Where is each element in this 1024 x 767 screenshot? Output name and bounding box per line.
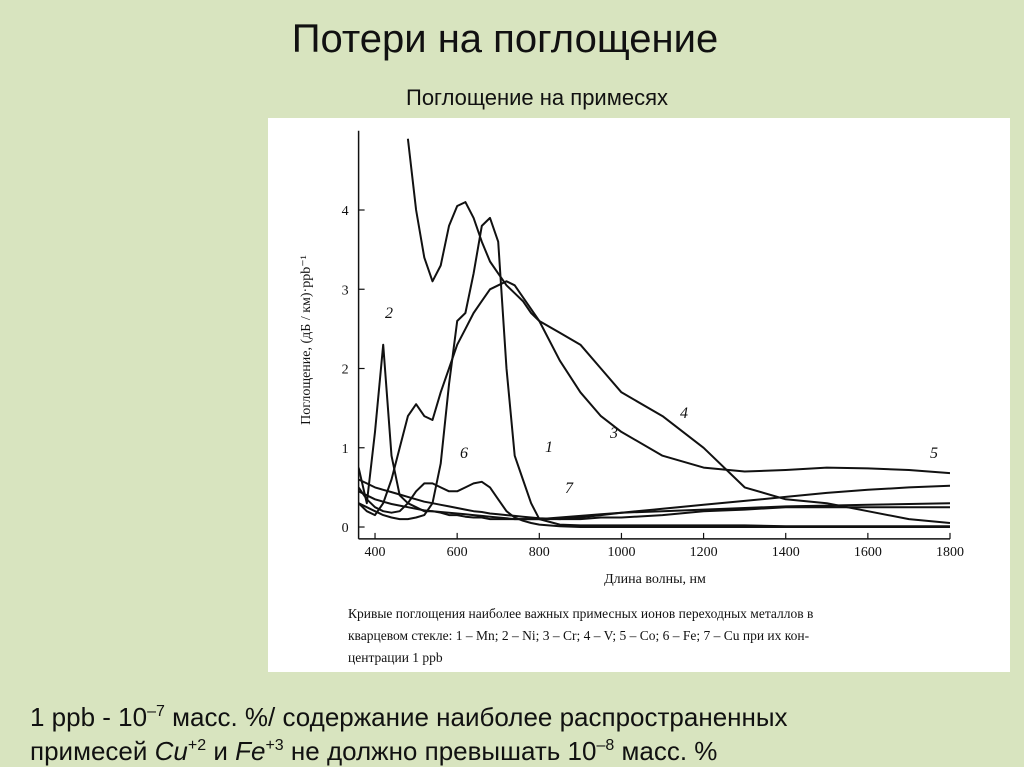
curve-label: 2 — [385, 305, 393, 322]
note-text: не должно превышать 10 — [284, 736, 597, 766]
y-axis-label: Поглощение, (дБ / км)·ppb⁻¹ — [299, 255, 314, 425]
curve-label: 3 — [609, 425, 618, 442]
x-tick-label: 1600 — [854, 545, 882, 560]
slide-title: Потери на поглощение — [292, 17, 718, 61]
curve-label: 6 — [460, 445, 468, 462]
y-tick-label: 2 — [342, 363, 349, 378]
x-axis-label: Длина волны, нм — [604, 572, 706, 587]
caption-line: центрации 1 ppb — [348, 650, 443, 665]
caption-line: кварцевом стекле: 1 – Mn; 2 – Ni; 3 – Cr… — [348, 628, 810, 643]
series-line — [358, 343, 950, 521]
x-tick-label: 1200 — [690, 545, 718, 560]
x-tick-label: 800 — [529, 545, 550, 560]
note-superscript: +2 — [188, 737, 206, 754]
x-tick-label: 600 — [447, 545, 468, 560]
note-line: примесей Cu+2 и Fe+3 не должно превышать… — [30, 736, 717, 766]
x-tick-label: 1000 — [607, 545, 635, 560]
note-text: примесей — [30, 736, 155, 766]
x-tick-label: 400 — [365, 545, 386, 560]
curve-label: 5 — [930, 445, 938, 462]
series-line — [358, 280, 951, 517]
note-superscript: –8 — [596, 737, 614, 754]
series-line — [358, 478, 951, 521]
y-tick-label: 4 — [342, 204, 349, 219]
caption-line: Кривые поглощения наиболее важных примес… — [348, 606, 813, 621]
note-text: 1 ppb - 10 — [30, 702, 147, 732]
series-line — [358, 216, 950, 528]
x-tick-label: 1800 — [936, 545, 964, 560]
note-text: Fe — [235, 736, 265, 766]
note-text: и — [206, 736, 235, 766]
slide-subtitle: Поглощение на примесях — [406, 85, 668, 110]
series-line — [358, 490, 951, 521]
note-line: 1 ppb - 10–7 масс. %/ содержание наиболе… — [30, 702, 788, 732]
figure-panel — [268, 118, 1010, 672]
x-tick-label: 1400 — [772, 545, 800, 560]
note-superscript: +3 — [265, 737, 283, 754]
y-tick-label: 3 — [342, 283, 349, 298]
y-tick-label: 0 — [342, 521, 349, 536]
curve-label: 1 — [545, 439, 553, 456]
curve-label: 4 — [680, 405, 688, 422]
note-text: Cu — [155, 736, 188, 766]
note-text: масс. %/ содержание наиболее распростран… — [165, 702, 788, 732]
note-superscript: –7 — [147, 703, 165, 720]
note-text: масс. % — [614, 736, 717, 766]
plot: 0 1 2 3 4 400 600 800 1000 1200 1400 1600 1800 1 2 3 4 5 6… — [342, 130, 964, 560]
series-line — [406, 138, 951, 524]
y-tick-label: 1 — [342, 442, 349, 457]
curve-label: 7 — [565, 480, 574, 497]
